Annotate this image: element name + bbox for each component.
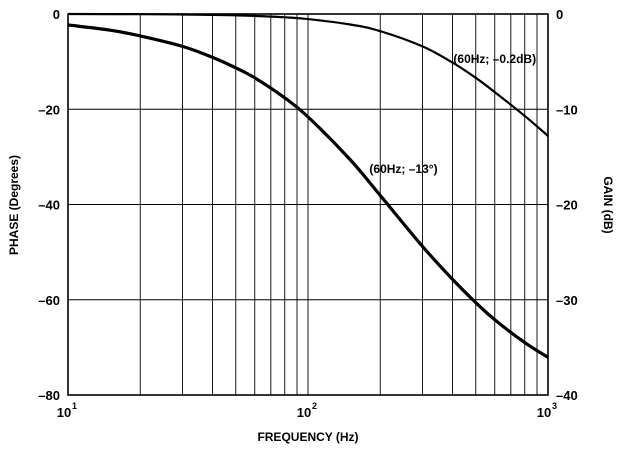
left-y-tick-label: 0: [53, 7, 60, 22]
left-y-axis-label: PHASE (Degrees): [7, 155, 21, 255]
x-tick-label: 10 2: [297, 401, 317, 420]
curve-annotations: (60Hz; –0.2dB) (60Hz; –13°): [369, 52, 536, 176]
right-y-tick-label: 0: [556, 7, 563, 22]
left-y-tick-label: –40: [38, 198, 60, 213]
phase-curve: [67, 23, 549, 359]
x-axis-tick-labels: 10 1 10 2 10 3: [57, 401, 557, 420]
x-tick-base: 10: [57, 405, 71, 420]
x-axis-label: FREQUENCY (Hz): [257, 430, 358, 444]
right-y-tick-label: –30: [556, 293, 578, 308]
left-axis-tick-labels: 0 –20 –40 –60 –80: [38, 7, 60, 403]
right-axis-tick-labels: 0 –10 –20 –30 –40: [556, 7, 578, 403]
right-y-tick-label: –40: [556, 388, 578, 403]
curve-annotation: (60Hz; –0.2dB): [453, 52, 536, 66]
plot-area-frame: [67, 13, 549, 396]
x-tick-exponent: 1: [72, 401, 77, 411]
x-tick-exponent: 2: [312, 401, 317, 411]
x-tick-base: 10: [297, 405, 311, 420]
x-tick-exponent: 3: [552, 401, 557, 411]
right-y-axis-label: GAIN (dB): [601, 176, 615, 233]
left-y-tick-label: –60: [38, 293, 60, 308]
x-tick-label: 10 3: [537, 401, 557, 420]
curve-annotation: (60Hz; –13°): [369, 162, 437, 176]
x-tick-base: 10: [537, 405, 551, 420]
x-tick-label: 10 1: [57, 401, 77, 420]
left-y-tick-label: –80: [38, 388, 60, 403]
right-y-tick-label: –10: [556, 102, 578, 117]
left-y-tick-label: –20: [38, 102, 60, 117]
right-y-tick-label: –20: [556, 198, 578, 213]
